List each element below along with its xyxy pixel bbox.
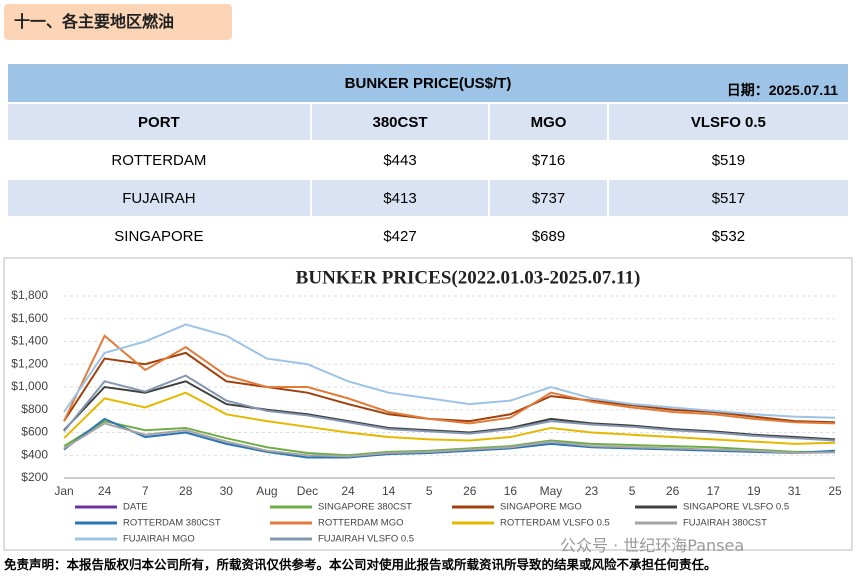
legend-label: DATE [123, 502, 148, 513]
table-cell: $716 [488, 140, 609, 180]
table-cell: $532 [606, 216, 851, 256]
chart-frame [3, 257, 853, 551]
header-cell: VLSFO 0.5 [606, 102, 851, 142]
table-cell: FUJAIRAH [6, 178, 312, 218]
y-tick-label: $1,000 [11, 379, 48, 393]
x-tick-label: 28 [179, 484, 193, 498]
series-line [63, 323, 836, 419]
y-tick-label: $200 [21, 470, 48, 484]
x-tick-label: 26 [666, 484, 680, 498]
legend-label: ROTTERDAM VLSFO 0.5 [500, 518, 610, 529]
x-tick-label: 16 [504, 484, 518, 498]
x-tick-label: 30 [220, 484, 234, 498]
section-heading: 十一、各主要地区燃油 [4, 4, 232, 40]
table-cell: $443 [309, 140, 491, 180]
header-cell: MGO [488, 102, 609, 142]
table-date: 日期：2025.07.11 [726, 82, 838, 98]
table-cell: $737 [488, 178, 609, 218]
table-row: SINGAPORE $427 $689 $532 [6, 216, 851, 256]
table-cell: $689 [488, 216, 609, 256]
table-cell: $517 [606, 178, 851, 218]
legend-label: FUJAIRAH MGO [123, 534, 195, 545]
legend-label: ROTTERDAM 380CST [123, 518, 221, 529]
series-line [63, 380, 836, 441]
header-row: PORT 380CST MGO VLSFO 0.5 [6, 102, 851, 142]
x-tick-label: 17 [707, 484, 721, 498]
disclaimer: 免责声明：本报告版权归本公司所有，所载资讯仅供参考。本公司对使用此报告或所载资讯… [4, 557, 717, 572]
x-tick-label: 5 [426, 484, 433, 498]
y-tick-label: $1,400 [11, 334, 48, 348]
table-cell: ROTTERDAM [6, 140, 312, 180]
table-cell: $413 [309, 178, 491, 218]
series-line [63, 422, 836, 458]
x-tick-label: 25 [828, 484, 842, 498]
x-tick-label: 14 [382, 484, 396, 498]
header-cell: PORT [6, 102, 312, 142]
watermark: 公众号 · 世纪环海Pansea [560, 536, 745, 555]
table-row: FUJAIRAH $413 $737 $517 [6, 178, 851, 218]
x-tick-label: Dec [297, 484, 318, 498]
x-tick-label: 7 [142, 484, 149, 498]
x-tick-label: 31 [788, 484, 802, 498]
y-tick-label: $1,800 [11, 288, 48, 302]
series-line [63, 351, 836, 424]
y-tick-label: $400 [21, 447, 48, 461]
x-tick-label: Jan [54, 484, 73, 498]
chart-title: BUNKER PRICES(2022.01.03-2025.07.11) [296, 267, 641, 288]
price-table: BUNKER PRICE(US$/T) 日期：2025.07.11 PORT 380… [6, 62, 851, 256]
table-row: ROTTERDAM $443 $716 $519 [6, 140, 851, 180]
x-tick-label: May [540, 484, 563, 498]
y-tick-label: $1,600 [11, 311, 48, 325]
table-title: BUNKER PRICE(US$/T) [344, 74, 512, 92]
y-tick-label: $1,200 [11, 356, 48, 370]
table-cell: SINGAPORE [6, 216, 312, 256]
legend-label: FUJAIRAH VLSFO 0.5 [318, 534, 414, 545]
series-line [63, 374, 836, 442]
table-title-cell: BUNKER PRICE(US$/T) 日期：2025.07.11 [6, 62, 850, 104]
y-tick-label: $800 [21, 402, 48, 416]
legend-label: SINGAPORE VLSFO 0.5 [683, 502, 789, 513]
series-line [63, 334, 836, 425]
x-tick-label: 24 [341, 484, 355, 498]
header-cell: 380CST [309, 102, 491, 142]
legend-label: SINGAPORE MGO [500, 502, 582, 513]
series-line [63, 391, 836, 445]
table-cell: $427 [309, 216, 491, 256]
legend-label: FUJAIRAH 380CST [683, 518, 767, 529]
series-line [63, 417, 836, 459]
x-tick-label: 24 [98, 484, 112, 498]
legend-label: SINGAPORE 380CST [318, 502, 412, 513]
x-tick-label: Aug [256, 484, 277, 498]
x-tick-label: 23 [585, 484, 599, 498]
x-tick-label: 5 [629, 484, 636, 498]
y-tick-label: $600 [21, 425, 48, 439]
x-tick-label: 26 [463, 484, 477, 498]
legend-label: ROTTERDAM MGO [318, 518, 404, 529]
x-tick-label: 19 [747, 484, 761, 498]
table-cell: $519 [606, 140, 851, 180]
series-line [63, 420, 835, 457]
